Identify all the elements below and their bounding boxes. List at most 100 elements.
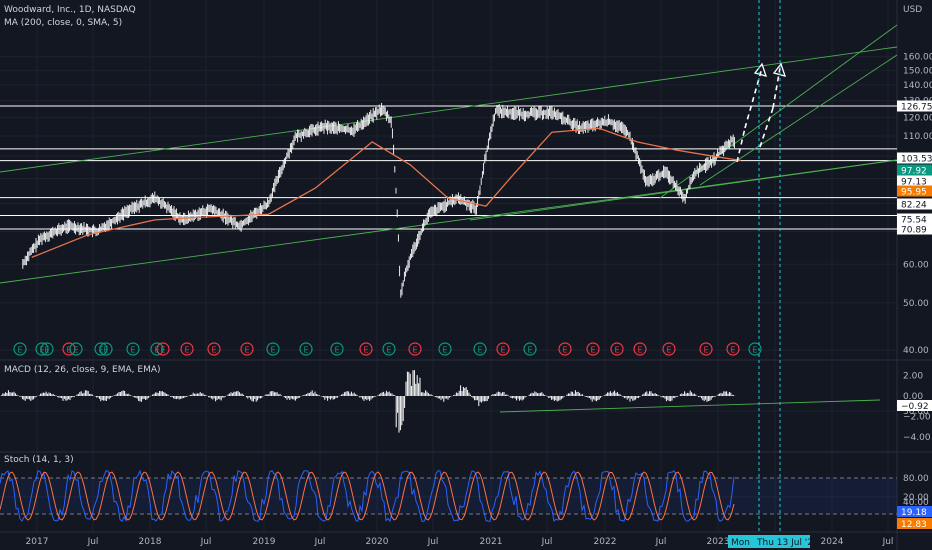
- time-tick-label: 2021: [480, 537, 503, 547]
- level-tag-label: 70.89: [901, 226, 927, 236]
- earnings-marker-label: E: [637, 346, 642, 355]
- earnings-marker-ring: [69, 342, 83, 356]
- earnings-marker-label: E: [614, 346, 619, 355]
- price-tick-label: 50.00: [903, 299, 929, 309]
- cursor-date-bg: [728, 535, 754, 548]
- earnings-marker-label: E: [386, 346, 391, 355]
- projection-arrows[interactable]: [736, 62, 787, 163]
- time-tick-label: Jul: [655, 537, 667, 547]
- level-tag-bg: [897, 164, 932, 176]
- price-tick-label: 60.00: [903, 260, 929, 270]
- earnings-marker-label: E: [160, 346, 165, 355]
- earnings-marker-ring: [156, 342, 170, 356]
- level-tag-bg: [897, 213, 932, 225]
- level-tag-bg: [897, 185, 932, 197]
- time-tick-label: 2019: [253, 537, 276, 547]
- price-tick-label: 40.00: [903, 346, 929, 356]
- time-tick-label: 2018: [139, 537, 162, 547]
- stoch-tick-label: 40.00: [903, 498, 929, 508]
- macd-tick-label: −2.00: [903, 413, 931, 423]
- earnings-marker: E: [586, 342, 600, 356]
- cursor-lines: [758, 0, 781, 532]
- stoch-band: [0, 478, 897, 514]
- earnings-marker-label: E: [562, 346, 567, 355]
- time-tick-label: 2022: [594, 537, 617, 547]
- price-tick-label: 120.00: [903, 114, 932, 124]
- earnings-marker: E: [62, 342, 76, 356]
- cursor-date-label: Mon: [731, 538, 750, 548]
- level-tag-label: 97.13: [901, 178, 927, 188]
- earnings-marker-ring: [299, 342, 313, 356]
- level-tag-label: 126.75: [901, 103, 932, 113]
- currency-label: USD: [903, 5, 922, 15]
- earnings-marker: E: [13, 342, 27, 356]
- earnings-marker-label: E: [730, 346, 735, 355]
- earnings-marker-label: E: [334, 346, 339, 355]
- earnings-marker-ring: [330, 342, 344, 356]
- earnings-marker: E: [726, 342, 740, 356]
- macd-title[interactable]: MACD (12, 26, close, 9, EMA, EMA): [4, 365, 161, 375]
- level-tag-bg: [897, 175, 932, 187]
- trend-lines[interactable]: [0, 24, 898, 284]
- earnings-marker: E: [610, 342, 624, 356]
- time-tick-label: 2020: [366, 537, 389, 547]
- earnings-marker-ring: [438, 342, 452, 356]
- stoch-d-last-bg: [897, 518, 932, 529]
- earnings-marker-label: E: [752, 346, 757, 355]
- earnings-marker: E: [359, 342, 373, 356]
- price-tick-label: 140.00: [903, 81, 932, 91]
- macd-tick-label: 0.00: [903, 392, 923, 402]
- earnings-marker-ring: [408, 342, 422, 356]
- time-tick-label: 2024: [821, 537, 844, 547]
- price-tick-label: 150.00: [903, 66, 932, 76]
- macd-tick-label: 2.00: [903, 372, 923, 382]
- projection-segment: [744, 67, 763, 129]
- earnings-marker-label: E: [130, 346, 135, 355]
- level-tag-bg: [897, 152, 932, 164]
- earnings-marker: E: [748, 342, 762, 356]
- earnings-marker-ring: [35, 342, 49, 356]
- earnings-marker-ring: [726, 342, 740, 356]
- earnings-marker: E: [438, 342, 452, 356]
- earnings-marker: E: [523, 342, 537, 356]
- earnings-marker-label: E: [39, 346, 44, 355]
- earnings-marker: E: [633, 342, 647, 356]
- symbol-title[interactable]: Woodward, Inc., 1D, NASDAQ: [4, 5, 136, 15]
- earnings-marker: E: [496, 342, 510, 356]
- stoch-title[interactable]: Stoch (14, 1, 3): [4, 455, 74, 465]
- earnings-marker: E: [126, 342, 140, 356]
- price-bars: [22, 102, 735, 298]
- time-tick-label: Jul: [541, 537, 553, 547]
- time-tick-label: Jul: [200, 537, 212, 547]
- earnings-marker-ring: [207, 342, 221, 356]
- price-tick-label: 20.00: [903, 493, 929, 503]
- earnings-marker-label: E: [666, 346, 671, 355]
- trend-line: [699, 54, 898, 186]
- earnings-marker-label: E: [66, 346, 71, 355]
- earnings-marker-ring: [180, 342, 194, 356]
- earnings-marker-ring: [359, 342, 373, 356]
- price-tick-label: 160.00: [903, 53, 932, 63]
- horizontal-levels[interactable]: [0, 105, 897, 230]
- earnings-marker-label: E: [303, 346, 308, 355]
- earnings-marker-label: E: [211, 346, 216, 355]
- earnings-marker-label: E: [184, 346, 189, 355]
- stoch-tick-label: 80.00: [903, 474, 929, 484]
- earnings-marker-ring: [13, 342, 27, 356]
- earnings-marker-ring: [40, 342, 54, 356]
- macd-pane: [0, 370, 881, 433]
- price-tick-label: 30.00: [903, 407, 929, 417]
- earnings-marker-ring: [473, 342, 487, 356]
- earnings-marker-label: E: [270, 346, 275, 355]
- trend-line: [0, 159, 898, 284]
- earnings-marker: E: [94, 342, 108, 356]
- trend-line: [469, 159, 898, 221]
- earnings-marker-ring: [240, 342, 254, 356]
- level-tag-label: 75.54: [901, 216, 927, 226]
- level-tag-label: 97.92: [901, 167, 927, 177]
- ma-title[interactable]: MA (200, close, 0, SMA, 5): [4, 18, 122, 28]
- earnings-marker-label: E: [244, 346, 249, 355]
- earnings-marker-ring: [748, 342, 762, 356]
